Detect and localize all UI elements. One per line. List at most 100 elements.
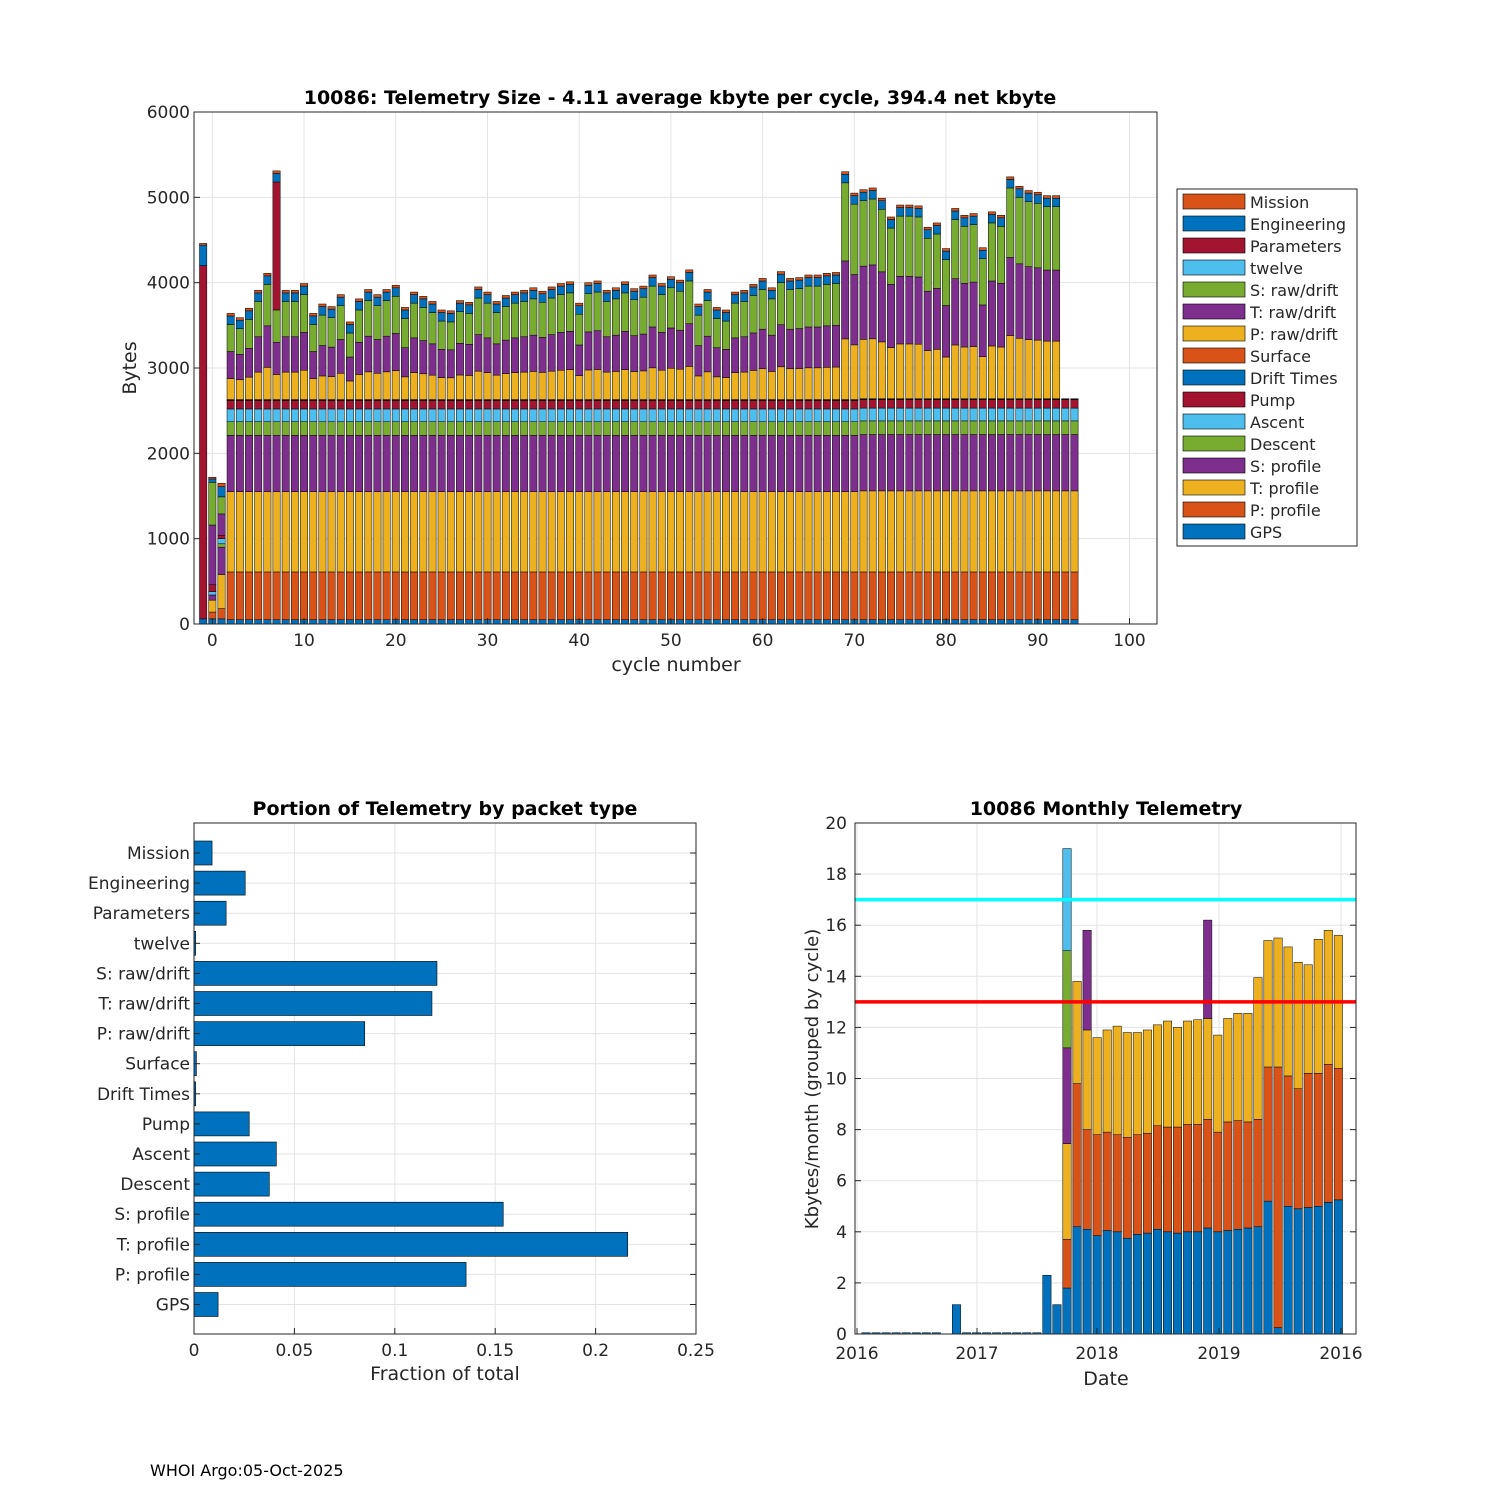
cycle-bar-segment	[290, 421, 299, 436]
cycle-bar-segment	[969, 224, 978, 283]
cycle-bar-segment	[355, 491, 364, 573]
cycle-bar-segment	[621, 369, 629, 400]
cycle-bar-segment	[355, 400, 364, 410]
cycle-bar-segment	[208, 584, 217, 592]
cycle-bar-segment	[657, 491, 666, 573]
cycle-bar-segment	[987, 619, 996, 625]
cycle-bar-segment	[914, 208, 923, 218]
cycle-bar-segment	[1033, 191, 1042, 196]
cycle-bar-segment	[263, 619, 272, 625]
cycle-bar-segment	[804, 435, 813, 492]
cycle-bar-segment	[355, 309, 364, 343]
cycle-bar-segment	[520, 292, 529, 302]
cycle-bar-segment	[813, 326, 822, 369]
cycle-bar-segment	[951, 278, 960, 346]
legend-label: Descent	[1250, 435, 1316, 454]
cycle-bar-segment	[226, 378, 235, 400]
cycle-bar-segment	[777, 408, 785, 423]
cycle-bar-segment	[281, 292, 290, 302]
cycle-bar-segment	[621, 619, 629, 625]
cycle-bar-segment	[290, 571, 299, 620]
cycle-chart-xtick-label: 10	[293, 631, 315, 651]
cycle-bar-segment	[896, 420, 905, 435]
monthly-chart-ytick-label: 16	[825, 916, 847, 936]
cycle-bar-segment	[850, 435, 859, 492]
cycle-bar-segment	[804, 326, 813, 369]
cycle-bar-segment	[648, 367, 657, 400]
cycle-bar-segment	[208, 476, 217, 480]
portion-chart-category-label: GPS	[156, 1296, 190, 1316]
cycle-bar-segment	[474, 571, 483, 620]
cycle-bar-segment	[841, 400, 850, 410]
cycle-bar-segment	[850, 274, 859, 346]
cycle-bar-segment	[813, 619, 822, 625]
cycle-bar-segment	[960, 619, 969, 625]
cycle-bar-segment	[401, 347, 409, 378]
cycle-bar-segment	[997, 434, 1006, 492]
legend-label: S: profile	[1250, 457, 1321, 476]
cycle-bar-segment	[960, 346, 969, 399]
cycle-bar-segment	[712, 307, 721, 311]
cycle-bar-segment	[373, 571, 382, 620]
cycle-bar-segment	[758, 280, 767, 290]
cycle-bar-segment	[685, 421, 694, 436]
cycle-bar-segment	[978, 490, 987, 573]
cycle-bar-segment	[676, 571, 685, 620]
cycle-bar-segment	[1006, 399, 1015, 409]
cycle-bar-segment	[795, 491, 804, 573]
cycle-bar-segment	[987, 280, 996, 347]
cycle-bar-segment	[767, 491, 776, 573]
cycle-bar-segment	[465, 491, 474, 573]
monthly-bar-segment	[1163, 1231, 1172, 1335]
cycle-bar-segment	[694, 421, 703, 436]
cycle-bar-segment	[795, 400, 804, 410]
cycle-bar-segment	[621, 292, 629, 332]
cycle-bar-segment	[621, 331, 629, 370]
cycle-bar-segment	[951, 571, 960, 620]
cycle-bar-segment	[758, 408, 767, 423]
monthly-chart-ytick-label: 10	[825, 1070, 847, 1090]
cycle-bar-segment	[446, 619, 455, 625]
cycle-bar-segment	[1043, 434, 1051, 492]
cycle-bar-segment	[483, 302, 492, 339]
cycle-bar-segment	[969, 399, 978, 409]
cycle-bar-segment	[465, 435, 474, 492]
cycle-bar-segment	[245, 435, 253, 492]
cycle-bar-segment	[758, 289, 767, 330]
cycle-bar-segment	[547, 286, 556, 290]
cycle-bar-segment	[245, 408, 253, 423]
cycle-bar-segment	[767, 571, 776, 620]
monthly-chart-ytick-label: 2	[836, 1274, 847, 1294]
cycle-bar-segment	[997, 407, 1006, 422]
monthly-bar-segment	[1313, 1206, 1323, 1335]
cycle-bar-segment	[749, 370, 758, 400]
monthly-bar-segment	[1092, 1235, 1102, 1335]
cycle-bar-segment	[731, 491, 740, 573]
cycle-bar-segment	[437, 400, 446, 410]
portion-chart-category-label: Engineering	[88, 874, 190, 894]
cycle-bar-segment	[777, 491, 785, 573]
cycle-bar-segment	[437, 619, 446, 625]
cycle-bar-segment	[666, 287, 675, 329]
cycle-bar-segment	[1061, 434, 1070, 492]
cycle-bar-segment	[786, 289, 795, 330]
cycle-bar-segment	[511, 619, 519, 625]
cycle-bar-segment	[456, 408, 464, 423]
cycle-chart-xtick-label: 40	[568, 631, 590, 651]
cycle-bar-segment	[1061, 407, 1070, 422]
cycle-bar-segment	[355, 341, 364, 375]
cycle-bar-segment	[208, 482, 217, 526]
cycle-bar-segment	[373, 421, 382, 436]
cycle-bar-segment	[832, 408, 840, 423]
cycle-bar-segment	[584, 369, 593, 400]
cycle-bar-segment	[364, 421, 373, 436]
cycle-bar-segment	[1006, 490, 1015, 573]
cycle-bar-segment	[217, 535, 226, 539]
cycle-bar-segment	[217, 543, 226, 548]
cycle-bar-segment	[290, 619, 299, 625]
cycle-bar-segment	[1052, 197, 1061, 207]
cycle-bar-segment	[1015, 197, 1024, 265]
cycle-bar-segment	[997, 399, 1006, 409]
cycle-bar-segment	[777, 271, 785, 275]
cycle-bar-segment	[382, 571, 391, 620]
